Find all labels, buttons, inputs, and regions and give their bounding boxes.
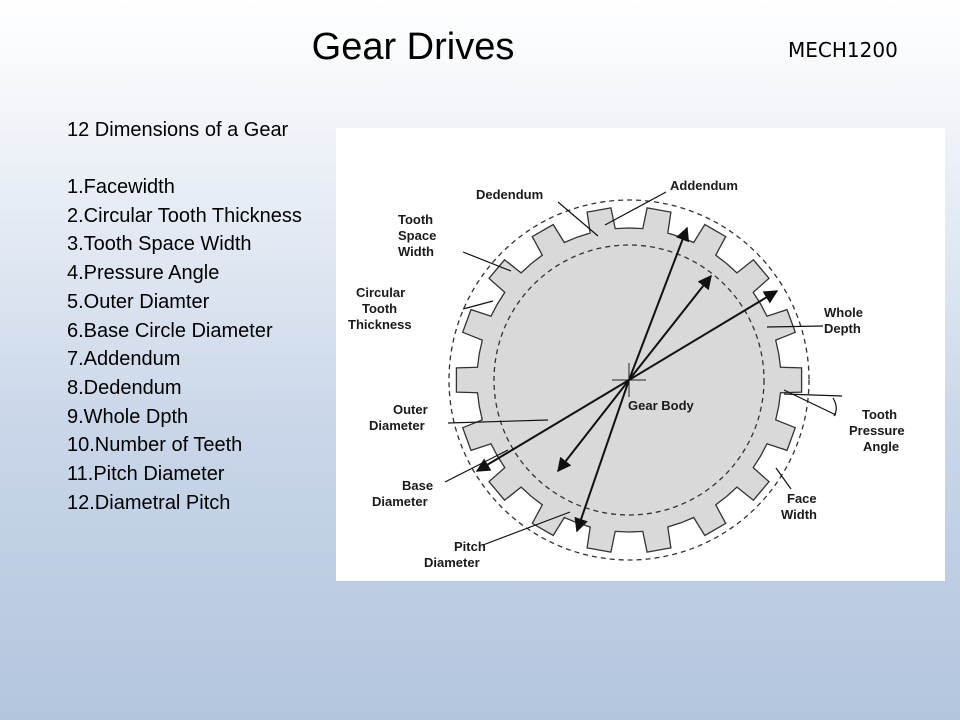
slide-title: Gear Drives	[311, 26, 515, 68]
label-line: Pitch	[454, 539, 486, 554]
list-item: 4.Pressure Angle	[67, 262, 220, 285]
label-face-width: Face Width	[781, 491, 820, 522]
list-heading: 12 Dimensions of a Gear	[67, 119, 289, 141]
label-line: Angle	[863, 439, 899, 454]
label-addendum: Addendum	[670, 178, 738, 193]
label-pitch-diameter: Pitch Diameter	[424, 539, 489, 570]
list-item: 3.Tooth Space Width	[67, 233, 252, 256]
label-line: Thickness	[348, 317, 412, 332]
pitch-diameter-arrow	[574, 379, 630, 533]
dimension-list-panel: 12 Dimensions of a Gear 1.Facewidth 2.Ci…	[67, 116, 335, 517]
leader-addendum	[604, 191, 667, 226]
label-base-diameter: Base Diameter	[372, 478, 437, 509]
label-line: Depth	[824, 321, 861, 336]
label-line: Circular	[356, 285, 405, 300]
label-gear-body: Gear Body	[628, 398, 695, 413]
base-circle	[493, 244, 765, 516]
label-outer-diameter: Outer Diameter	[369, 402, 431, 433]
label-line: Pressure	[849, 423, 905, 438]
leader-face-width	[775, 467, 792, 490]
dedendum-radius-arrow	[628, 274, 712, 381]
list-item: 8.Dedendum	[67, 376, 182, 399]
list-item: 11.Pitch Diameter	[67, 463, 225, 486]
label-line: Tooth	[398, 212, 433, 227]
dimension-list: 1.Facewidth 2.Circular Tooth Thickness 3…	[67, 173, 335, 517]
list-item: 6.Base Circle Diameter	[67, 319, 273, 342]
list-item: 2.Circular Tooth Thickness	[67, 204, 302, 227]
leader-circular-thickness	[462, 300, 494, 310]
pressure-angle-ref-2	[783, 393, 843, 397]
gear-diagram-panel: Addendum Dedendum Tooth Space Width Circ…	[336, 128, 945, 581]
label-line: Diameter	[372, 494, 428, 509]
list-item: 9.Whole Dpth	[67, 405, 189, 428]
outer-diameter-arrow	[475, 379, 630, 472]
whole-depth-arrow	[628, 290, 779, 381]
leader-dedendum	[557, 201, 599, 237]
label-line: Tooth	[362, 301, 397, 316]
outer-circle	[448, 199, 810, 561]
label-line: Outer	[393, 402, 428, 417]
leader-pitch-diameter	[482, 511, 571, 546]
label-line: Diameter	[369, 418, 425, 433]
leader-tooth-space	[462, 251, 512, 272]
label-circular-tooth-thickness: Circular Tooth Thickness	[348, 285, 412, 332]
label-dedendum: Dedendum	[476, 187, 543, 202]
pressure-angle-arc	[832, 397, 837, 417]
list-item: 12.Diametral Pitch	[67, 491, 231, 514]
gear-diagram: Addendum Dedendum Tooth Space Width Circ…	[348, 178, 908, 570]
list-item: 10.Number of Teeth	[67, 434, 243, 457]
label-line: Tooth	[862, 407, 897, 422]
label-tooth-pressure-angle: Tooth Pressure Angle	[849, 407, 908, 454]
label-line: Width	[398, 244, 434, 259]
list-item: 5.Outer Diamter	[67, 290, 210, 313]
list-item: 1.Facewidth	[67, 176, 175, 198]
course-code: MECH1200	[788, 38, 898, 62]
addendum-radius-arrow	[628, 226, 690, 381]
base-diameter-arrow	[557, 379, 630, 473]
leader-outer-diameter	[447, 419, 549, 424]
label-line: Width	[781, 507, 817, 522]
label-line: Space	[398, 228, 436, 243]
leader-base-diameter	[444, 449, 509, 483]
label-line: Face	[787, 491, 817, 506]
list-item: 7.Addendum	[67, 348, 181, 371]
label-whole-depth: Whole Depth	[824, 305, 867, 336]
label-line: Base	[402, 478, 433, 493]
label-tooth-space-width: Tooth Space Width	[398, 212, 440, 259]
leader-whole-depth	[766, 325, 824, 328]
label-line: Whole	[824, 305, 863, 320]
label-line: Diameter	[424, 555, 480, 570]
